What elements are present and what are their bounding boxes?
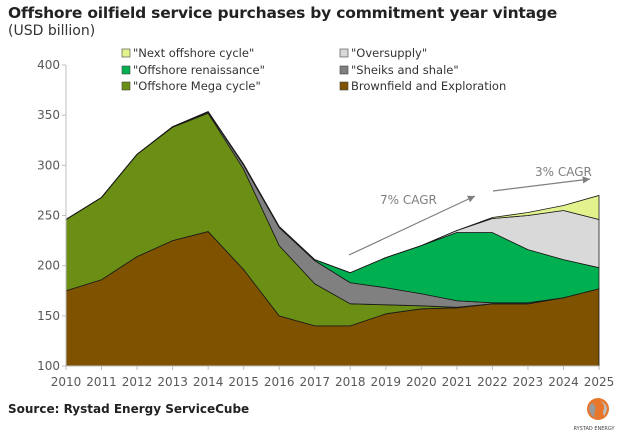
legend-swatch [339, 81, 349, 91]
x-tick-label: 2023 [513, 375, 544, 389]
y-tick-label: 250 [37, 209, 60, 223]
legend-swatch [339, 65, 349, 75]
x-tick-label: 2013 [157, 375, 188, 389]
x-tick-label: 2015 [228, 375, 259, 389]
area-next-offshore-cycle [65, 111, 600, 274]
x-tick-label: 2019 [371, 375, 402, 389]
cagr-label: 7% CAGR [380, 193, 437, 207]
x-tick-label: 2018 [335, 375, 366, 389]
rystad-logo: RYSTAD ENERGY [573, 396, 618, 432]
legend-swatch [121, 48, 131, 58]
cagr-label: 3% CAGR [535, 165, 592, 179]
globe-icon [587, 398, 609, 420]
logo-text: RYSTAD ENERGY [573, 426, 615, 432]
legend-swatch [339, 48, 349, 58]
legend-swatch [121, 81, 131, 91]
x-tick-label: 2016 [264, 375, 295, 389]
y-tick-label: 300 [37, 158, 60, 172]
chart-subtitle: (USD billion) [8, 23, 96, 39]
x-tick-label: 2014 [193, 375, 224, 389]
legend-label: "Oversupply" [351, 46, 427, 60]
chart-title: Offshore oilfield service purchases by c… [8, 4, 558, 22]
x-tick-label: 2022 [477, 375, 508, 389]
y-tick-label: 200 [37, 259, 60, 273]
x-tick-label: 2021 [442, 375, 473, 389]
y-tick-label: 150 [37, 309, 60, 323]
y-tick-label: 400 [37, 58, 60, 72]
legend-label: "Offshore Mega cycle" [133, 79, 261, 93]
source-note: Source: Rystad Energy ServiceCube [8, 402, 250, 416]
cagr-arrow [492, 176, 591, 192]
x-tick-label: 2025 [584, 375, 615, 389]
legend-label: "Next offshore cycle" [133, 46, 254, 60]
y-tick-label: 100 [37, 359, 60, 373]
legend-swatch [121, 65, 131, 75]
y-tick-label: 350 [37, 108, 60, 122]
legend-label: Brownfield and Exploration [351, 79, 506, 93]
x-tick-label: 2020 [406, 375, 437, 389]
x-tick-label: 2017 [299, 375, 330, 389]
cagr-arrow [348, 195, 476, 256]
x-tick-label: 2010 [51, 375, 82, 389]
legend-label: "Sheiks and shale" [351, 63, 459, 77]
x-tick-label: 2012 [122, 375, 153, 389]
legend-label: "Offshore renaissance" [133, 63, 265, 77]
x-tick-label: 2024 [548, 375, 579, 389]
x-tick-label: 2011 [86, 375, 117, 389]
